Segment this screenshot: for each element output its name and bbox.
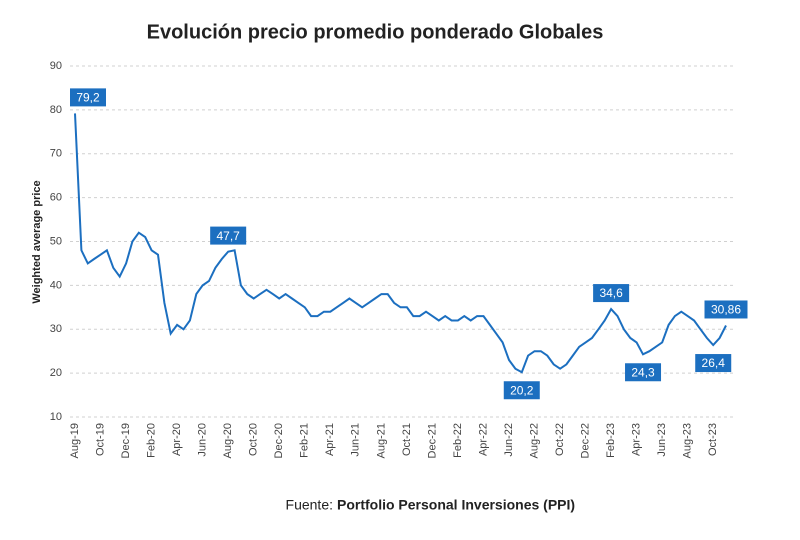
x-tick-label: Aug-23 [682, 423, 694, 458]
y-tick-label: 70 [50, 148, 62, 160]
x-tick-label: Dec-21 [426, 423, 438, 458]
data-label: 30,86 [711, 303, 741, 317]
label-box [210, 226, 247, 245]
x-tick-label: Feb-23 [605, 423, 617, 458]
data-label: 47,7 [216, 229, 240, 243]
x-tick-label: Feb-21 [299, 423, 311, 458]
x-tick-label: Oct-22 [554, 423, 566, 456]
x-tick-label: Apr-23 [631, 423, 643, 456]
label-box [625, 363, 662, 382]
x-tick-label: Dec-19 [120, 423, 132, 458]
x-tick-label: Jun-20 [197, 423, 209, 457]
y-tick-label: 40 [50, 279, 62, 291]
label-box [593, 284, 630, 303]
x-tick-label: Oct-20 [248, 423, 260, 456]
y-tick-label: 50 [50, 235, 62, 247]
data-label: 20,2 [510, 383, 534, 397]
x-tick-label: Oct-19 [94, 423, 106, 456]
y-axis-label: Weighted average price [31, 180, 43, 303]
source-name: Portfolio Personal Inversiones (PPI) [337, 497, 575, 513]
y-tick-label: 10 [50, 411, 62, 423]
x-tick-label: Aug-19 [69, 423, 81, 458]
label-box [70, 88, 106, 107]
data-label: 79,2 [76, 91, 100, 105]
x-tick-label: Oct-23 [707, 423, 719, 456]
data-label: 34,6 [599, 286, 623, 300]
chart-title: Evolución precio promedio ponderado Glob… [147, 21, 604, 43]
y-tick-label: 90 [50, 60, 62, 72]
data-label: 24,3 [631, 365, 655, 379]
data-label: 26,4 [702, 356, 726, 370]
y-tick-label: 30 [50, 323, 62, 335]
x-tick-label: Apr-20 [171, 423, 183, 456]
x-tick-label: Oct-21 [401, 423, 413, 456]
y-tick-label: 80 [50, 104, 62, 116]
y-tick-label: 60 [50, 192, 62, 204]
line [74, 113, 727, 374]
source-label: Fuente: [286, 497, 333, 513]
label-box [695, 354, 732, 373]
x-tick-label: Jun-23 [656, 423, 668, 457]
x-tick-label: Jun-21 [350, 423, 362, 457]
x-tick-label: Dec-22 [579, 423, 591, 458]
y-tick-label: 20 [50, 367, 62, 379]
x-tick-label: Jun-22 [503, 423, 515, 457]
label-box [503, 381, 540, 400]
x-tick-label: Feb-20 [145, 423, 157, 458]
x-tick-label: Aug-22 [528, 423, 540, 458]
x-tick-label: Feb-22 [452, 423, 464, 458]
x-tick-label: Apr-21 [324, 423, 336, 456]
x-tick-label: Aug-21 [375, 423, 387, 458]
x-tick-label: Aug-20 [222, 423, 234, 458]
x-tick-label: Dec-20 [273, 423, 285, 458]
x-tick-label: Apr-22 [477, 423, 489, 456]
label-box [704, 300, 748, 319]
